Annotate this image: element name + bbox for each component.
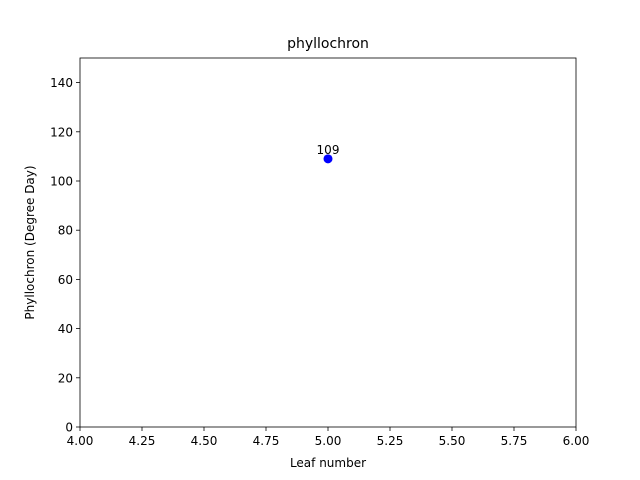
x-tick-label: 5.00 <box>315 434 342 448</box>
y-tick-label: 40 <box>58 322 73 336</box>
y-tick-label: 20 <box>58 371 73 385</box>
x-tick-label: 5.25 <box>377 434 404 448</box>
plot-area: 4.00 4.25 4.50 4.75 5.00 5.25 5.50 5.75 6.00 0 20 4… <box>50 57 590 448</box>
x-tick-label: 6.00 <box>563 434 590 448</box>
data-point <box>323 154 333 164</box>
x-tick-label: 5.50 <box>439 434 466 448</box>
y-tick-label: 0 <box>65 421 73 435</box>
x-tick-label: 5.75 <box>501 434 528 448</box>
y-axis-label: Phyllochron (Degree Day) <box>23 165 37 319</box>
y-tick-label: 100 <box>50 175 73 189</box>
x-tick-label: 4.25 <box>129 434 156 448</box>
x-tick-label: 4.00 <box>67 434 94 448</box>
y-tick-label: 80 <box>58 224 73 238</box>
x-tick-label: 4.50 <box>191 434 218 448</box>
x-axis-label: Leaf number <box>290 456 366 470</box>
plot-frame <box>79 57 577 428</box>
x-tick-label: 4.75 <box>253 434 280 448</box>
y-tick-label: 140 <box>50 76 73 90</box>
data-label: 109 <box>317 143 340 157</box>
y-tick-label: 120 <box>50 125 73 139</box>
chart-title: phyllochron <box>287 36 369 52</box>
y-tick-label: 60 <box>58 273 73 287</box>
